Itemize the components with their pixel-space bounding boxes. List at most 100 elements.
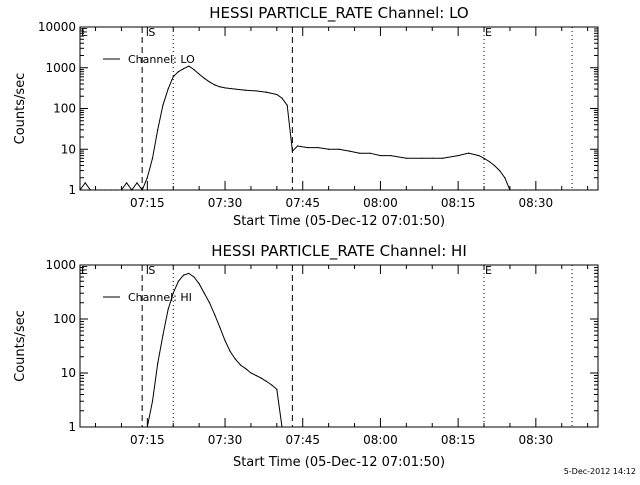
data-point xyxy=(255,374,257,377)
legend-label: Channel: LO xyxy=(128,53,195,66)
data-point xyxy=(245,368,247,370)
data-point xyxy=(146,426,148,428)
marker-label: E xyxy=(485,264,492,277)
data-point xyxy=(151,157,154,159)
y-tick-label: 1 xyxy=(68,420,76,434)
data-point xyxy=(162,334,164,336)
data-point xyxy=(177,280,180,282)
data-point xyxy=(193,69,195,71)
data-point xyxy=(203,77,205,79)
x-tick-label: 07:45 xyxy=(285,196,320,210)
data-point xyxy=(136,182,138,184)
data-point xyxy=(483,157,485,159)
data-point xyxy=(105,189,107,191)
data-point xyxy=(514,189,516,191)
x-tick-label: 08:00 xyxy=(363,196,398,210)
data-point xyxy=(296,145,299,147)
y-tick-label: 10 xyxy=(61,366,76,380)
data-point xyxy=(250,372,252,374)
x-tick-label: 08:15 xyxy=(441,196,476,210)
data-point xyxy=(115,189,117,191)
data-point xyxy=(131,189,133,191)
y-tick-label: 1 xyxy=(68,183,76,197)
y-tick-label: 1000 xyxy=(45,61,76,75)
data-point xyxy=(265,380,268,382)
data-point xyxy=(255,90,257,92)
data-point xyxy=(198,283,200,285)
data-point xyxy=(183,68,185,70)
data-point xyxy=(431,157,433,159)
data-point xyxy=(229,350,231,353)
data-point xyxy=(442,157,444,159)
data-point xyxy=(359,152,361,154)
x-tick-label: 07:15 xyxy=(130,196,165,210)
data-point xyxy=(265,91,268,93)
marker-label: E xyxy=(81,264,88,277)
x-tick-label: 08:30 xyxy=(519,196,554,210)
data-point xyxy=(421,157,423,159)
data-point xyxy=(167,88,169,90)
data-point xyxy=(89,189,91,191)
data-point xyxy=(214,84,216,86)
data-point xyxy=(307,146,309,149)
chart-title: HESSI PARTICLE_RATE Channel: LO xyxy=(209,4,468,23)
data-point xyxy=(208,302,211,304)
data-point xyxy=(555,189,558,191)
data-point xyxy=(224,87,226,89)
data-point xyxy=(219,86,221,88)
data-point xyxy=(276,388,278,390)
x-tick-label: 08:30 xyxy=(519,433,554,447)
y-tick-label: 100 xyxy=(53,312,76,326)
data-point xyxy=(545,189,547,191)
data-point xyxy=(126,182,128,184)
data-point xyxy=(172,292,174,294)
plot-frame xyxy=(79,26,599,191)
data-point xyxy=(219,326,221,328)
data-point xyxy=(478,154,480,157)
data-point xyxy=(369,152,371,154)
data-point xyxy=(203,292,205,294)
data-point xyxy=(188,65,190,67)
x-tick-label: 07:45 xyxy=(285,433,320,447)
data-point xyxy=(328,148,330,150)
data-point xyxy=(245,89,247,91)
series-line xyxy=(79,65,578,192)
y-axis-label: Counts/sec xyxy=(13,73,28,145)
data-point xyxy=(291,150,293,152)
y-tick-label: 1000 xyxy=(45,258,76,272)
chart-title: HESSI PARTICLE_RATE Channel: HI xyxy=(211,242,467,261)
panel-hi: HESSI PARTICLE_RATE Channel: HI Start Tim… xyxy=(13,242,599,470)
data-point xyxy=(338,148,340,150)
data-point xyxy=(390,154,392,157)
marker-label: E xyxy=(485,26,492,39)
data-point xyxy=(348,150,350,152)
data-point xyxy=(162,104,164,106)
marker-label: E xyxy=(81,26,88,39)
data-point xyxy=(281,97,283,99)
data-point xyxy=(110,189,112,191)
marker-label: S xyxy=(148,26,155,39)
y-tick-label: 10 xyxy=(61,142,76,156)
data-point xyxy=(535,189,537,191)
data-point xyxy=(317,146,319,149)
data-point xyxy=(457,154,459,157)
data-point xyxy=(151,400,154,402)
data-point xyxy=(576,189,578,191)
data-point xyxy=(271,384,273,386)
x-axis-label: Start Time (05-Dec-12 07:01:50) xyxy=(233,214,445,229)
data-point xyxy=(239,364,242,366)
data-point xyxy=(94,189,97,191)
footer-timestamp: 5-Dec-2012 14:12 xyxy=(564,467,636,476)
x-tick-label: 07:30 xyxy=(208,196,243,210)
y-tick-label: 100 xyxy=(53,102,76,116)
data-point xyxy=(172,76,174,78)
data-point xyxy=(281,426,283,428)
legend-label: Channel: HI xyxy=(128,291,192,304)
data-point xyxy=(120,189,123,191)
x-tick-label: 08:00 xyxy=(363,433,398,447)
data-point xyxy=(157,129,159,131)
data-point xyxy=(157,362,159,365)
data-point xyxy=(405,157,407,159)
data-point xyxy=(276,93,278,96)
